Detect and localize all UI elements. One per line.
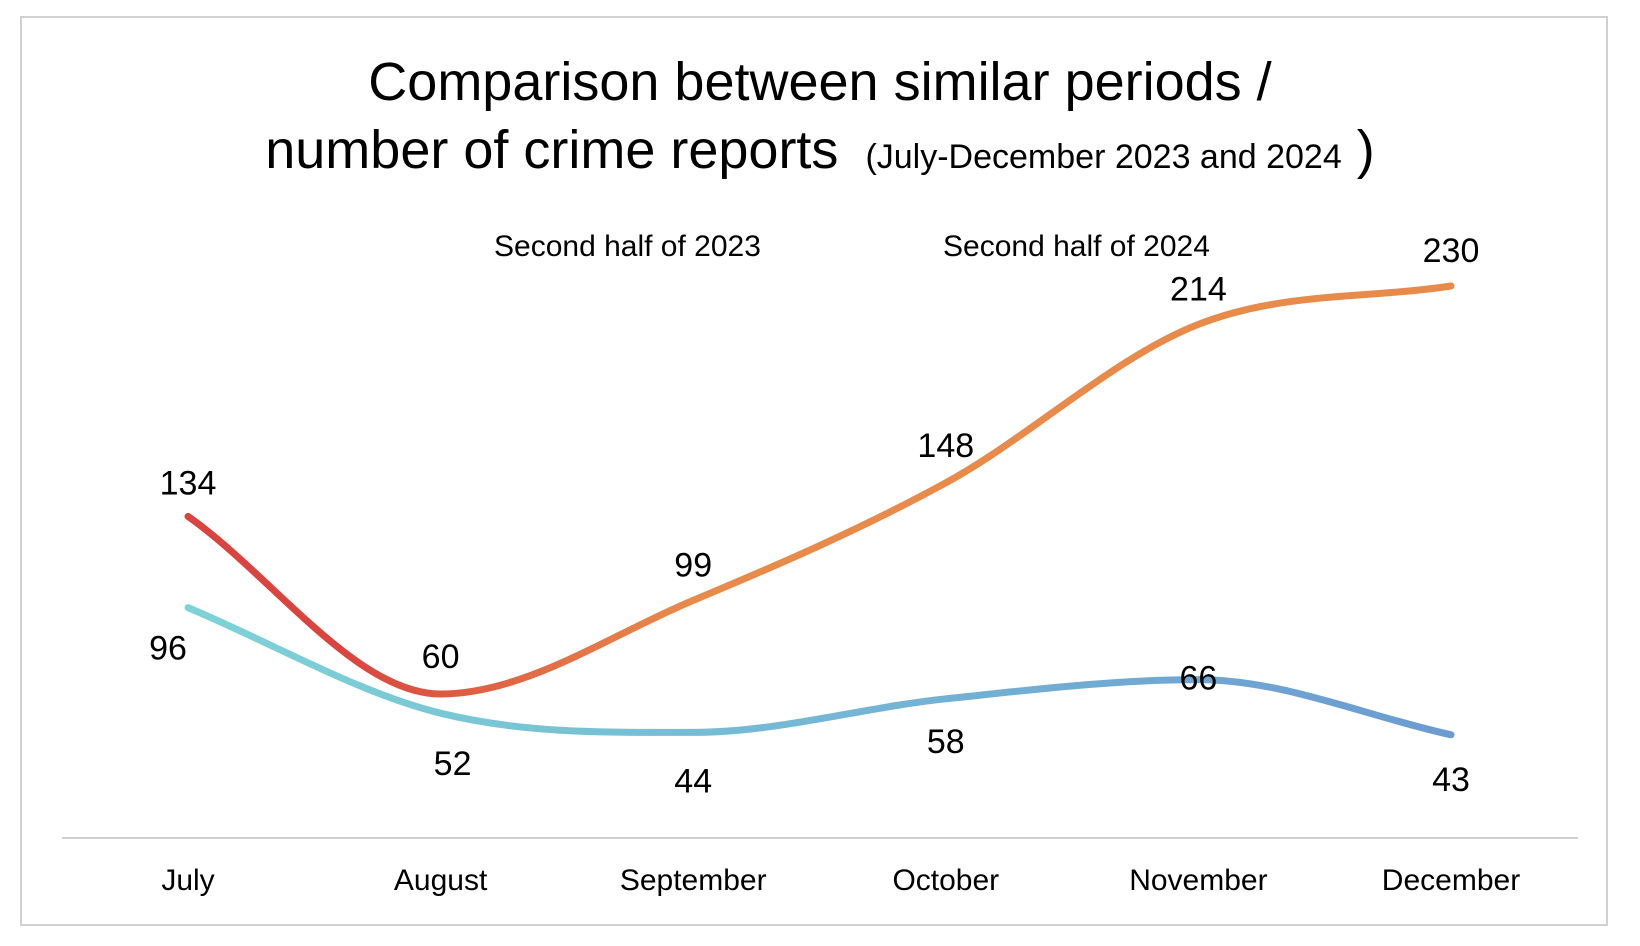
- data-label-2024: 230: [1423, 232, 1480, 270]
- x-tick-label: December: [1382, 864, 1520, 897]
- chart-title-line1: Comparison between similar periods /: [368, 52, 1271, 112]
- data-label-2023: 52: [434, 745, 472, 783]
- data-label-2023: 58: [927, 723, 965, 761]
- x-tick-label: September: [620, 864, 767, 897]
- data-label-2023: 43: [1432, 761, 1470, 799]
- data-label-2023: 44: [674, 762, 712, 800]
- data-labels: 96 52 44 58 66 43 134 60 99 148 214 230: [149, 232, 1479, 800]
- chart-subtitle: (July-December 2023 and 2024: [865, 138, 1341, 176]
- legend-label-2024: Second half of 2024: [943, 230, 1210, 263]
- data-label-2023: 96: [149, 630, 187, 668]
- series-lines: [184, 282, 1455, 739]
- x-tick-label: August: [394, 864, 488, 897]
- legend: Second half of 2023 Second half of 2024: [408, 230, 1210, 263]
- x-tick-label: July: [161, 864, 214, 897]
- x-axis-ticks: July August September October November Decemb…: [161, 864, 1520, 897]
- data-label-2024: 99: [674, 546, 712, 584]
- series-2023-line: [184, 604, 1455, 739]
- chart-title-line2: number of crime reports (July-December 2…: [265, 120, 1375, 180]
- data-label-2024: 60: [422, 638, 460, 676]
- x-tick-label: November: [1129, 864, 1267, 897]
- x-tick-label: October: [892, 864, 999, 897]
- data-label-2024: 134: [160, 464, 217, 502]
- chart-title-close: ): [1357, 120, 1375, 180]
- data-label-2023: 66: [1179, 660, 1217, 698]
- series-2024-line: [184, 282, 1455, 698]
- legend-label-2023: Second half of 2023: [494, 230, 761, 263]
- data-label-2024: 148: [917, 427, 974, 465]
- chart-frame: [20, 16, 1608, 926]
- data-label-2024: 214: [1170, 270, 1227, 308]
- chart-title-main: number of crime reports: [265, 120, 838, 180]
